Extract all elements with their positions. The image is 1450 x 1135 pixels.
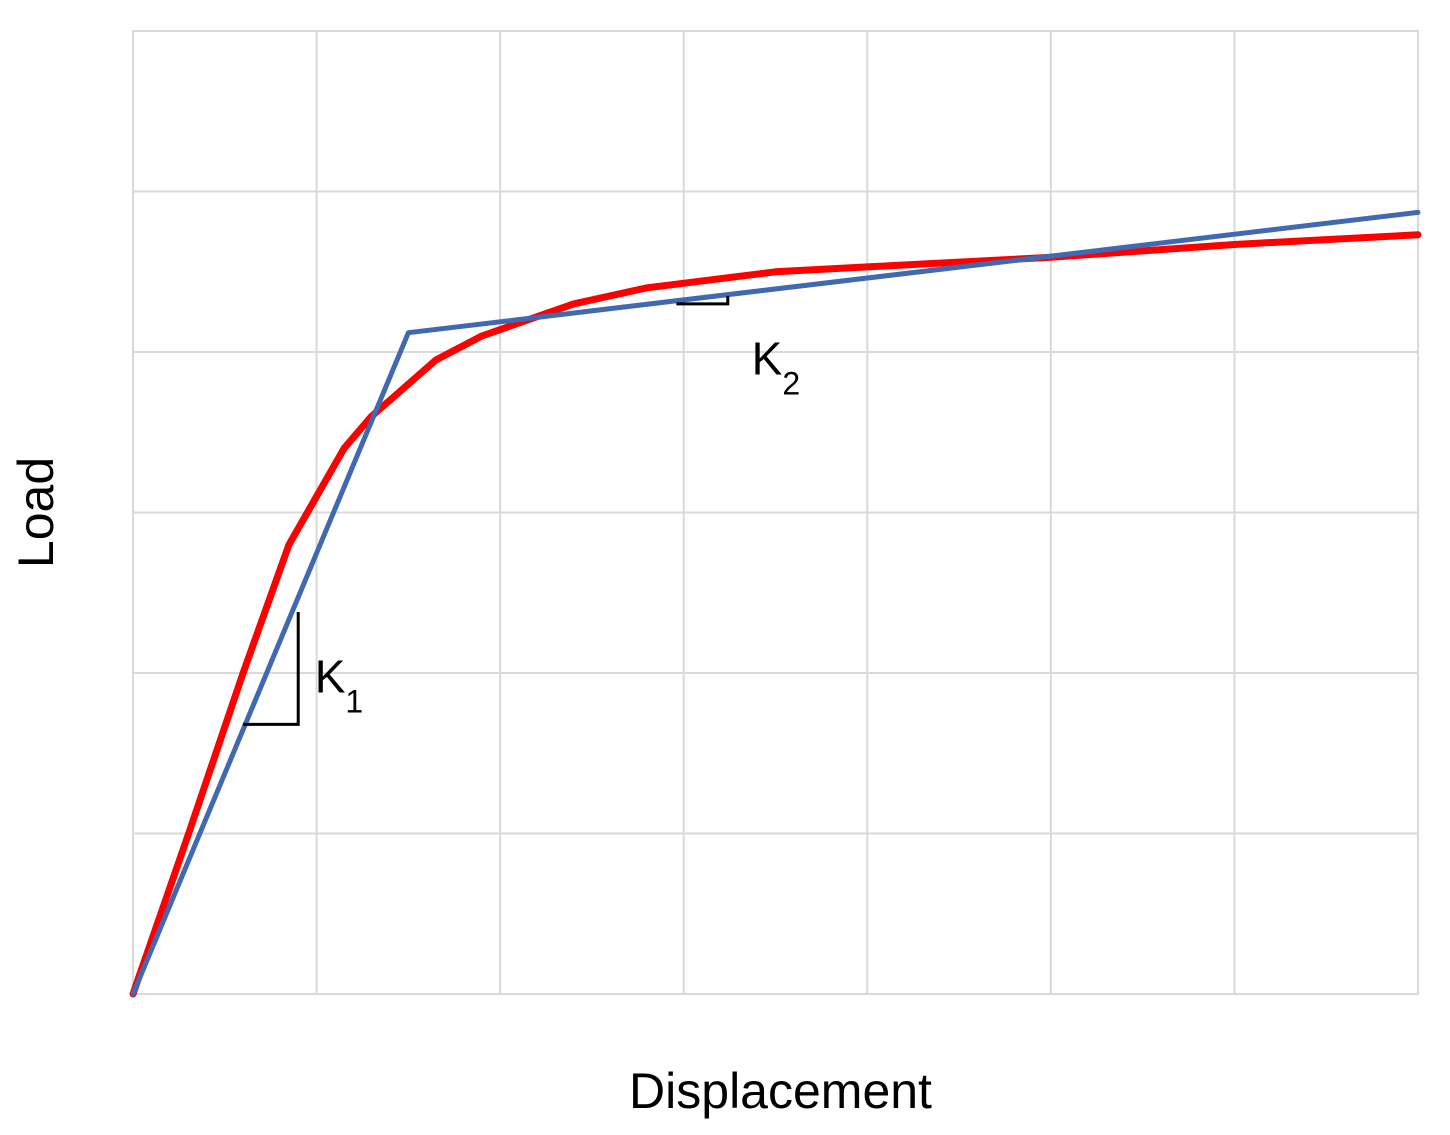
grid [133, 31, 1418, 994]
stiffness-label-subscript: 2 [782, 365, 800, 401]
stiffness-label-subscript: 1 [345, 683, 363, 719]
series-line-2 [130, 209, 1421, 997]
stiffness-label-letter: K [752, 332, 783, 384]
stiffness-label-2: K2 [752, 332, 800, 401]
plot-marks [129, 209, 1422, 998]
x-axis-title: Displacement [629, 1063, 932, 1119]
stiffness-label-1: K1 [315, 650, 363, 719]
slope-marker-1 [243, 612, 300, 726]
slope-marker-2 [676, 295, 730, 306]
plot-frame [132, 30, 1419, 995]
stiffness-label-letter: K [315, 650, 346, 702]
y-axis-title: Load [8, 457, 64, 568]
